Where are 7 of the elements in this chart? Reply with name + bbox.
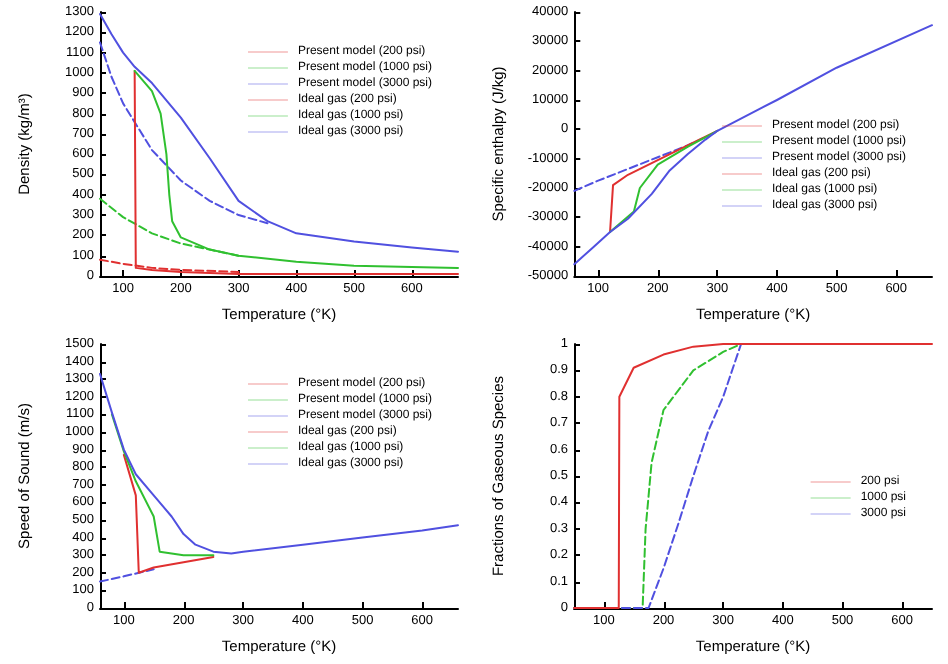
line-series [573, 24, 933, 266]
line-series [110, 413, 215, 557]
line-series [99, 372, 459, 555]
line-series [573, 343, 933, 609]
line-series [609, 129, 719, 233]
line-series [122, 453, 215, 574]
line-series [99, 13, 459, 253]
